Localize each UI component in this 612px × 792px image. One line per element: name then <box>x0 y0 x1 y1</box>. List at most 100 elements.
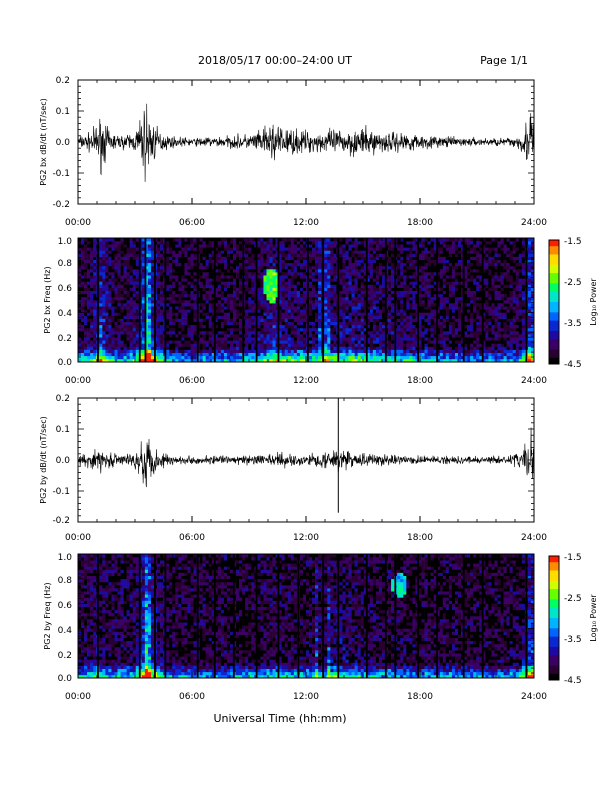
spectrogram-cell <box>169 269 173 273</box>
spectrogram-cell <box>78 281 82 285</box>
spectrogram-cell <box>296 324 301 329</box>
spectrogram-cell <box>342 262 346 267</box>
spectrogram-cell <box>111 269 115 273</box>
spectrogram-cell <box>439 303 444 307</box>
spectrogram-cell <box>223 281 228 285</box>
spectrogram-cell <box>266 265 270 270</box>
spectrogram-cell <box>418 340 422 344</box>
spectrogram-cell <box>257 247 261 251</box>
spectrogram-cell <box>330 340 334 344</box>
spectrogram-cell <box>348 262 352 267</box>
spectrogram-cell <box>269 247 273 251</box>
spectrogram-cell <box>226 275 231 279</box>
spectrogram-cell <box>327 256 331 260</box>
spectrogram-cell <box>236 259 240 264</box>
spectrogram-cell <box>351 321 355 326</box>
spectrogram-cell <box>81 324 85 329</box>
spectrogram-cell <box>132 281 137 285</box>
spectrogram-cell <box>160 300 164 304</box>
spectrogram-cell <box>132 306 137 310</box>
spectrogram-cell <box>296 269 301 273</box>
spectrogram-cell <box>87 256 91 260</box>
spectrogram-cell <box>363 334 368 338</box>
spectrogram-cell <box>360 272 365 276</box>
spectrogram-cell <box>412 340 416 344</box>
spectrogram-cell <box>363 262 368 267</box>
spectrogram-cell <box>99 290 103 295</box>
spectrogram-cell <box>385 247 389 251</box>
spectrogram-cell <box>385 312 389 316</box>
spectrogram-cell <box>388 247 392 251</box>
spectrogram-cell <box>287 340 292 344</box>
spectrogram-cell <box>226 253 231 257</box>
spectrogram-cell <box>263 290 267 295</box>
spectrogram-cell <box>354 355 358 360</box>
spectrogram-cell <box>415 244 419 248</box>
spectrogram-cell <box>403 241 407 245</box>
spectrogram-cell <box>339 300 343 304</box>
spectrogram-cell <box>388 334 392 338</box>
spectrogram-cell <box>415 262 419 267</box>
spectrogram-cell <box>175 275 179 279</box>
spectrogram-cell <box>248 259 252 264</box>
spectrogram-cell <box>315 340 319 344</box>
spectrogram-cell <box>184 244 188 248</box>
spectrogram-cell <box>400 343 404 347</box>
spectrogram-cell <box>105 300 109 304</box>
spectrogram-cell <box>324 250 328 254</box>
spectrogram-cell <box>284 250 289 254</box>
spectrogram-cell <box>406 340 410 344</box>
spectrogram-cell <box>236 281 240 285</box>
spectrogram-cell <box>281 300 286 304</box>
spectrogram-cell <box>388 315 392 319</box>
spectrogram-cell <box>269 272 273 276</box>
spectrogram-cell <box>214 346 219 350</box>
spectrogram-cell <box>327 244 331 248</box>
spectrogram-cell <box>84 259 88 264</box>
spectrogram-cell <box>181 284 185 288</box>
spectrogram-cell <box>296 265 301 270</box>
spectrogram-cell <box>397 352 401 357</box>
spectrogram-cell <box>357 327 362 332</box>
spectrogram-cell <box>418 346 422 350</box>
spectrogram-cell <box>269 331 273 335</box>
spectrogram-cell <box>169 256 173 260</box>
spectrogram-cell <box>236 265 240 270</box>
spectrogram-cell <box>120 241 124 245</box>
spectrogram-cell <box>372 312 377 316</box>
spectrogram-cell <box>132 278 137 282</box>
spectrogram-cell <box>239 259 243 264</box>
spectrogram-cell <box>372 265 377 270</box>
spectrogram-cell <box>427 262 431 267</box>
spectrogram-cell <box>81 300 85 304</box>
spectrogram-cell <box>114 318 118 322</box>
spectrogram-cell <box>299 312 304 316</box>
spectrogram-cell <box>239 352 243 357</box>
spectrogram-cell <box>421 303 425 307</box>
spectrogram-cell <box>129 312 134 316</box>
spectrogram-cell <box>278 312 282 316</box>
spectrogram-cell <box>345 241 349 245</box>
spectrogram-cell <box>263 340 267 344</box>
spectrogram-cell <box>360 355 365 360</box>
spectrogram-cell <box>81 244 85 248</box>
spectrogram-cell <box>126 303 130 307</box>
spectrogram-cell <box>293 244 298 248</box>
spectrogram-cell <box>412 281 416 285</box>
spectrogram-cell <box>157 315 161 319</box>
spectrogram-cell <box>217 250 222 254</box>
spectrogram-cell <box>193 247 197 251</box>
spectrogram-cell <box>226 284 231 288</box>
spectrogram-cell <box>257 259 261 264</box>
spectrogram-cell <box>339 296 343 301</box>
spectrogram-cell <box>93 262 97 267</box>
spectrogram-cell <box>178 324 182 329</box>
spectrogram-cell <box>78 275 82 279</box>
spectrogram-cell <box>403 275 407 279</box>
spectrogram-cell <box>166 346 170 350</box>
spectrogram-cell <box>160 334 164 338</box>
spectrogram-cell <box>430 358 434 363</box>
spectrogram-cell <box>111 247 115 251</box>
spectrogram-cell <box>433 284 438 288</box>
spectrogram-cell <box>230 259 234 264</box>
